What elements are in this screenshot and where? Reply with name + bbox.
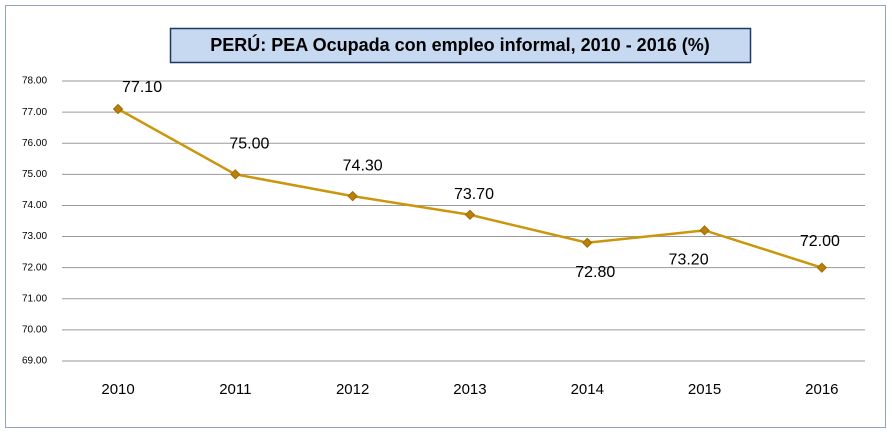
data-point [230,169,241,180]
y-tick-label: 75.00 [22,169,47,180]
y-tick-label: 74.00 [22,200,47,211]
x-tick-label: 2011 [219,381,251,398]
y-tick-label: 69.00 [22,356,47,367]
data-label: 75.00 [229,136,269,153]
data-label: 77.10 [122,79,162,96]
y-tick-label: 77.00 [22,107,47,118]
data-label: 73.70 [454,186,494,203]
data-label: 72.00 [800,233,840,250]
data-point [112,103,124,115]
y-tick-label: 73.00 [22,231,47,242]
y-tick-label: 71.00 [22,293,47,304]
data-point [582,237,593,248]
y-tick-label: 70.00 [22,325,47,336]
y-tick-label: 76.00 [22,138,47,149]
data-point [347,190,358,202]
data-point [464,209,476,220]
x-tick-label: 2010 [101,381,134,398]
x-tick-label: 2013 [453,381,486,398]
title-box [169,27,752,64]
x-tick-label: 2015 [688,381,721,398]
data-label: 72.80 [575,264,615,281]
x-tick-label: 2014 [571,381,604,398]
data-label: 73.20 [669,252,709,269]
chart-title: PERÚ: PEA Ocupada con empleo informal, 2… [210,34,709,55]
x-tick-label: 2012 [336,381,369,398]
chart-frame [5,5,886,428]
x-tick-label: 2016 [805,381,838,398]
data-point [699,225,710,236]
data-label: 74.30 [343,157,383,174]
y-tick-label: 72.00 [22,262,47,273]
y-tick-label: 78.00 [22,76,47,87]
data-point [816,262,828,273]
